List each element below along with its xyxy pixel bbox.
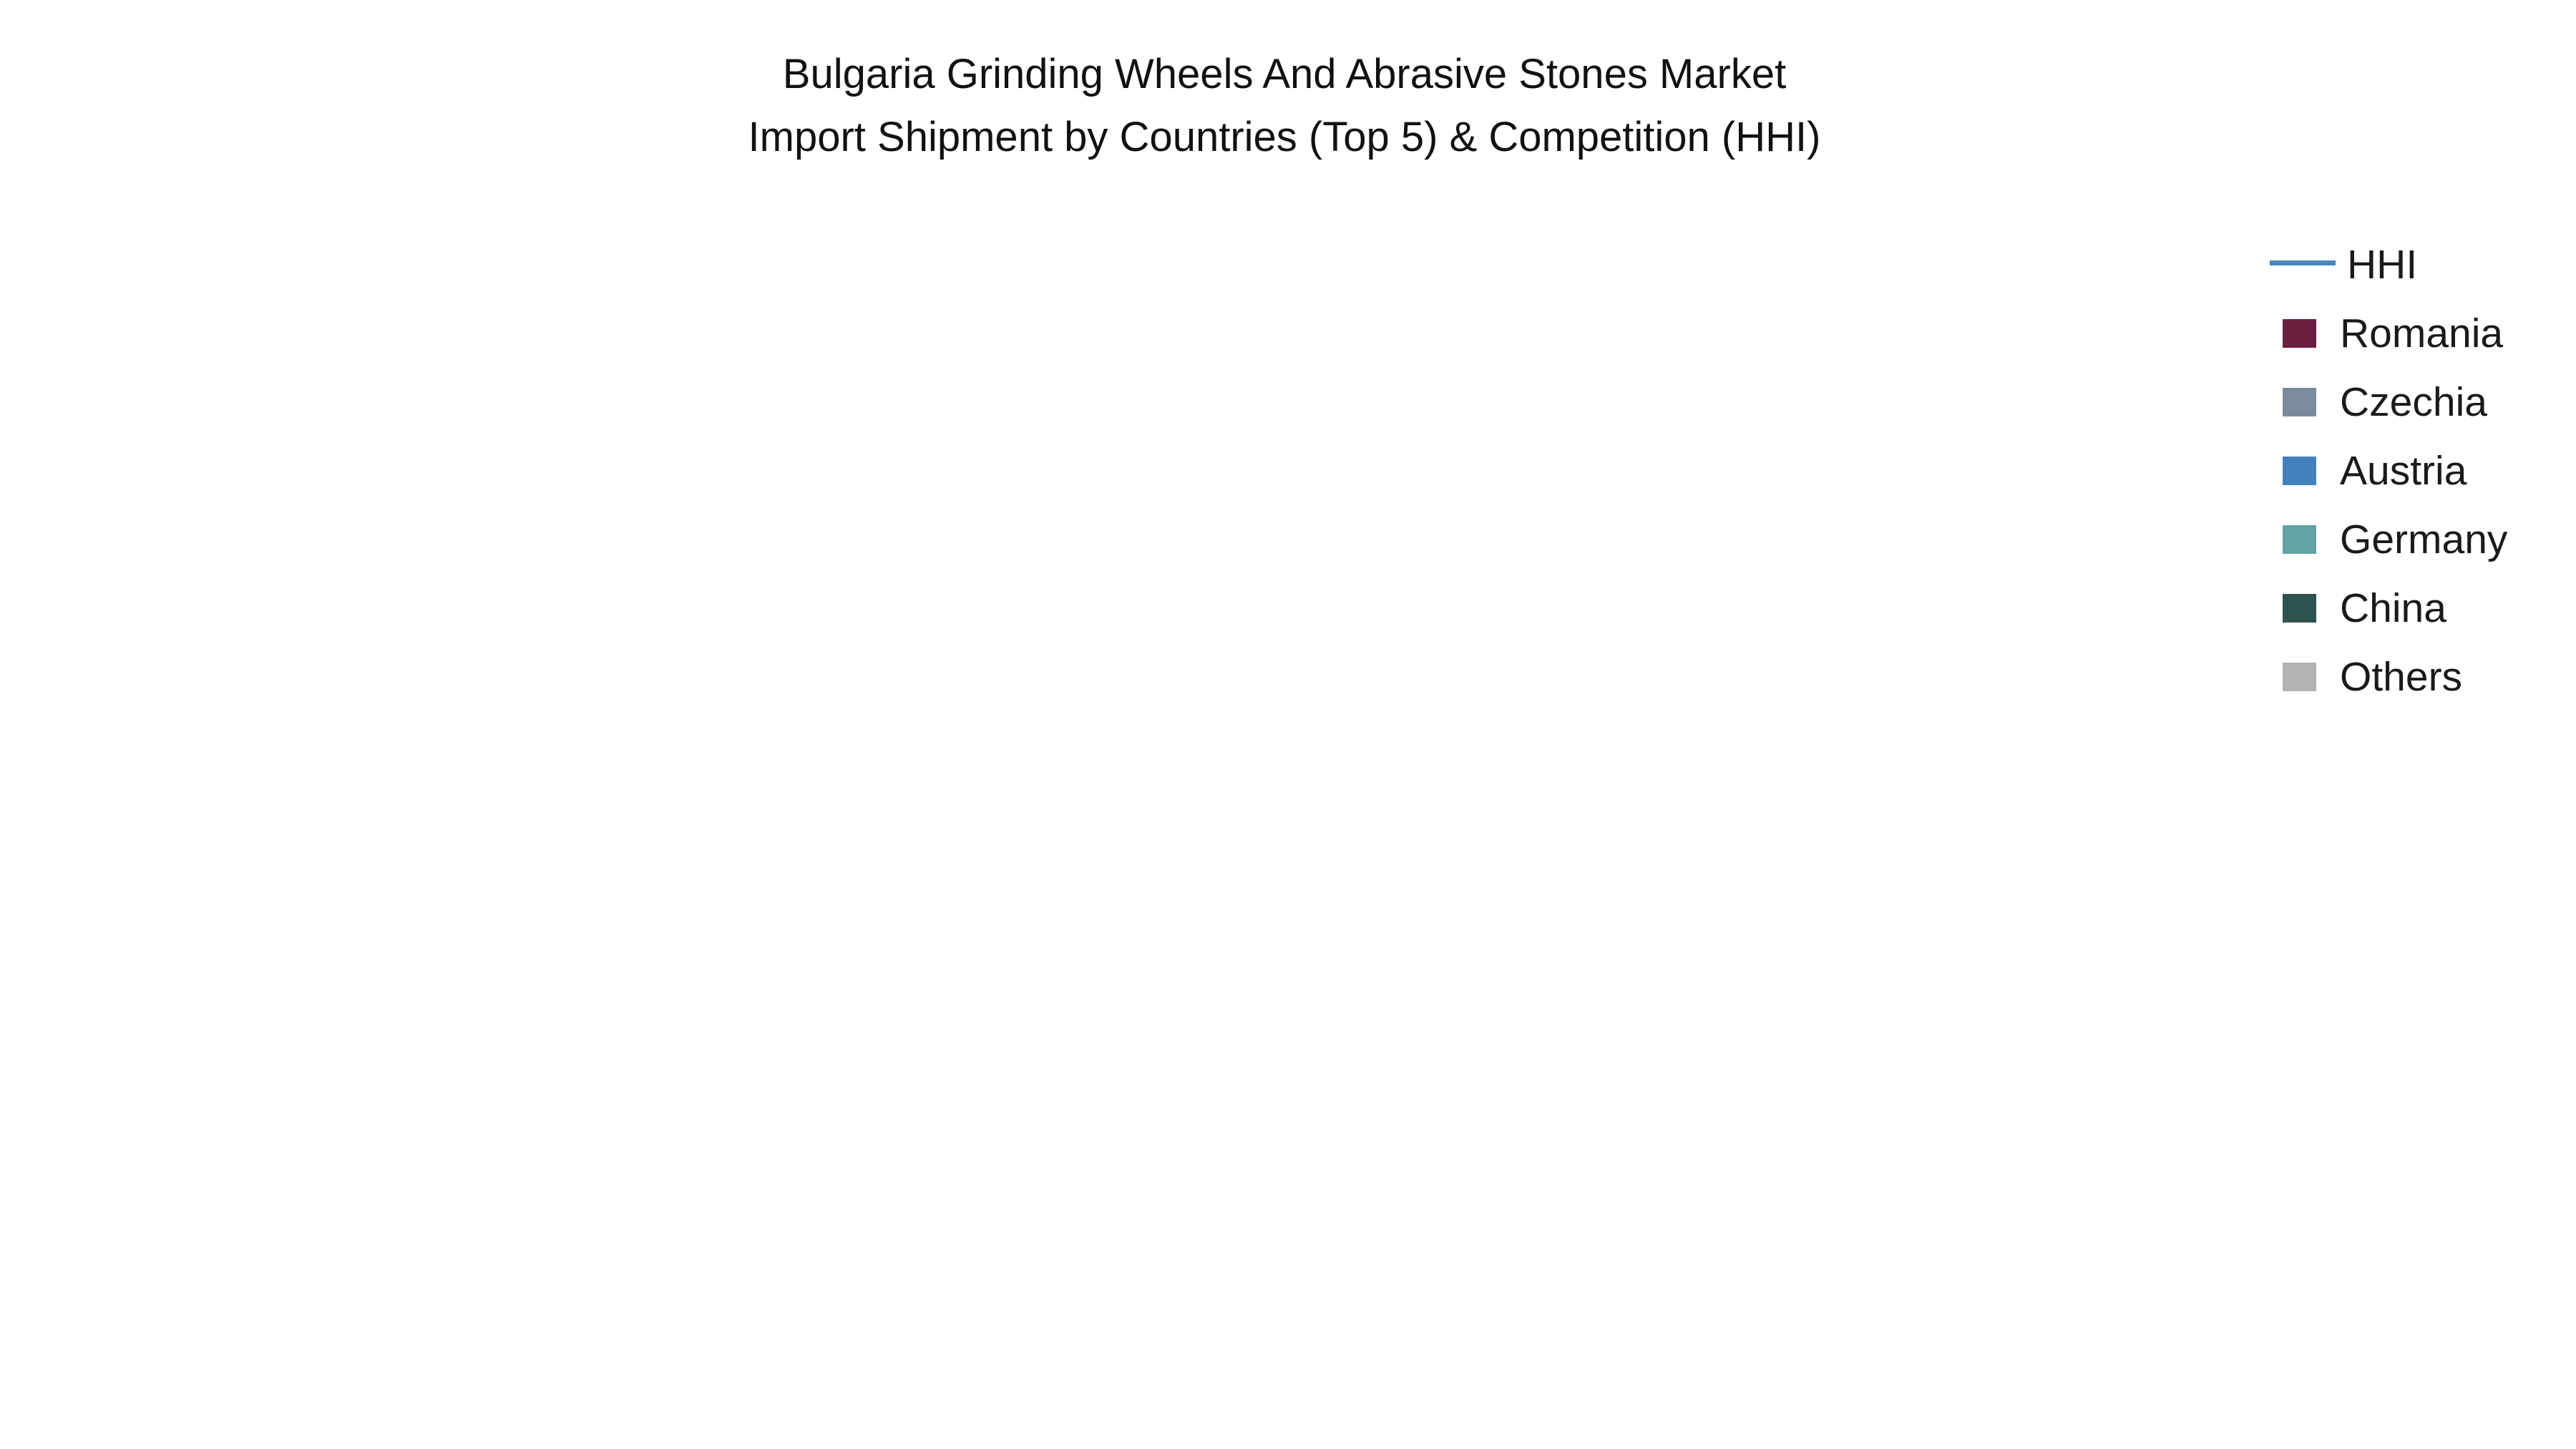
legend-label: China	[2340, 585, 2446, 631]
hhi-marker-swatch	[2295, 255, 2311, 271]
germany-color-swatch	[2283, 525, 2316, 554]
chart-title: Bulgaria Grinding Wheels And Abrasive St…	[0, 43, 2569, 169]
others-color-swatch	[2283, 663, 2316, 691]
hhi-line-swatch	[2270, 260, 2336, 265]
austria-color-swatch	[2283, 457, 2316, 485]
china-color-swatch	[2283, 594, 2316, 623]
legend-item-germany: Germany	[2270, 505, 2570, 574]
romania-color-swatch	[2283, 319, 2316, 348]
legend-item-austria: Austria	[2270, 436, 2570, 505]
chart-title-line1: Bulgaria Grinding Wheels And Abrasive St…	[782, 51, 1787, 97]
legend: HHI Romania Czechia Austria Germany Chin…	[2270, 230, 2570, 711]
legend-item-china: China	[2270, 574, 2570, 643]
legend-item-czechia: Czechia	[2270, 368, 2570, 436]
legend-item-romania: Romania	[2270, 299, 2570, 368]
hhi-line-legend-sample	[2270, 249, 2336, 280]
legend-label: Germany	[2340, 517, 2508, 562]
legend-item-others: Others	[2270, 643, 2570, 711]
legend-label: Austria	[2340, 448, 2467, 494]
legend-label: Czechia	[2340, 379, 2487, 425]
legend-label: HHI	[2347, 242, 2418, 288]
legend-label: Romania	[2340, 311, 2504, 356]
legend-item-hhi: HHI	[2270, 230, 2570, 299]
legend-label: Others	[2340, 654, 2463, 700]
czechia-color-swatch	[2283, 388, 2316, 416]
chart-title-line2: Import Shipment by Countries (Top 5) & C…	[748, 114, 1821, 160]
